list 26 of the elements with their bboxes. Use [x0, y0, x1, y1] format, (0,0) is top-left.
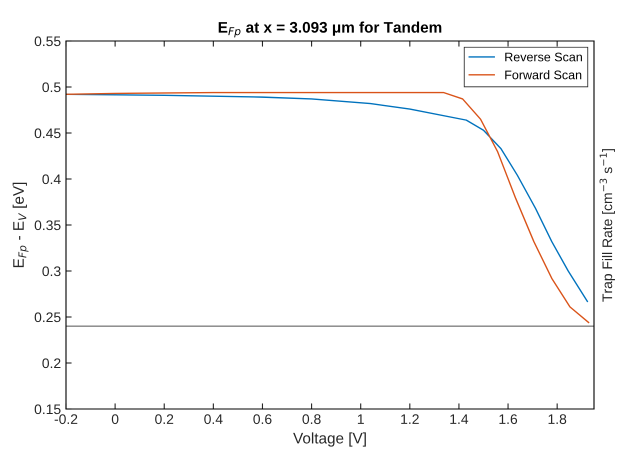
x-tick-label: 0.6: [253, 414, 272, 424]
y-tick-label: 0.5: [42, 82, 61, 92]
x-tick-label: 1.8: [548, 414, 566, 424]
y-tick-label: 0.2: [42, 358, 60, 368]
y-tick-label: 0.55: [34, 36, 61, 46]
x-tick-label: 1.6: [499, 414, 518, 424]
x-tick-label: 0.4: [204, 414, 223, 424]
y-tick-label: 0.25: [34, 312, 61, 322]
x-tick-label: 1.4: [450, 414, 468, 424]
x-tick-label: -0.2: [54, 414, 78, 424]
y-tick-label: 0.3: [42, 266, 61, 276]
y-tick-label: 0.45: [34, 128, 61, 138]
x-tick-label: 1: [358, 414, 364, 424]
x-tick-label: 0.8: [302, 414, 321, 424]
y-axis-title: E$_{Fp}$ - E$_{V}$ [eV]: [12, 182, 28, 268]
legend-label: Reverse Scan: [505, 52, 582, 62]
y-tick-label: 0.4: [42, 174, 61, 184]
y-tick-label: 0.35: [34, 220, 61, 230]
x-tick-label: 0: [112, 414, 118, 424]
chart-title: E$_{Fp}$ at x = 3.093 μm for Tandem: [218, 22, 442, 38]
x-tick-label: 0.2: [155, 414, 174, 424]
y2-axis-title: Trap Fill Rate [cm$^{−3}$ s$^{−1}$]: [600, 149, 615, 302]
y-tick-label: 0.15: [34, 404, 61, 414]
x-axis-title: Voltage [V]: [293, 432, 366, 447]
legend-label: Forward Scan: [505, 70, 582, 80]
x-tick-label: 1.2: [401, 414, 419, 424]
